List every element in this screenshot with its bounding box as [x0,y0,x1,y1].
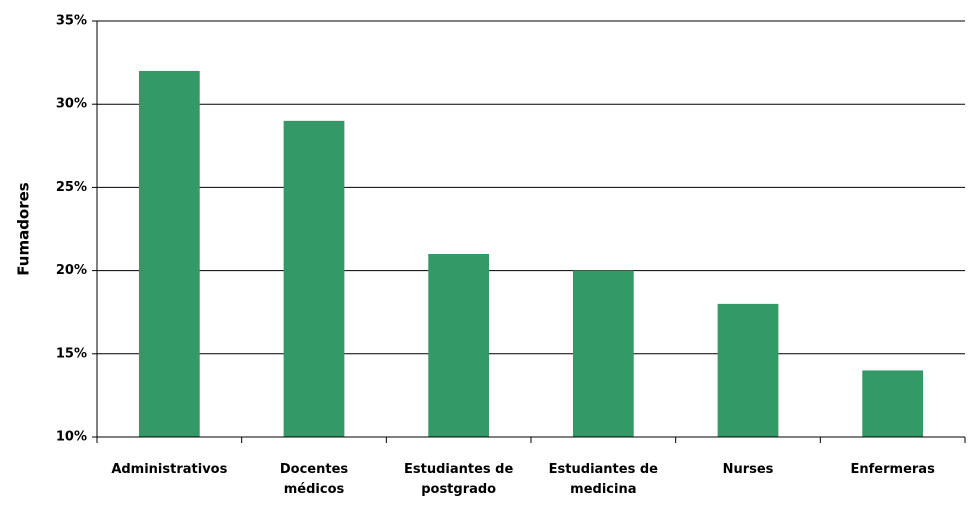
x-tick-label: Administrativos [111,462,227,477]
bar [717,303,779,437]
x-tick-label: Docentes médicos [280,462,349,497]
x-tick-label: Nurses [723,462,774,477]
y-tick-label: 30% [56,97,87,112]
bar [862,370,924,437]
x-tick-label: Estudiantes de postgrado [404,462,513,497]
x-tick-label: Enfermeras [851,462,936,477]
bar [138,70,200,438]
y-tick-label: 10% [56,430,87,445]
y-tick-label: 15% [56,346,87,361]
bar [428,253,490,437]
bar [283,120,345,437]
y-axis-label: Fumadores [15,182,33,276]
y-tick-label: 25% [56,180,87,195]
y-tick-label: 20% [56,263,87,278]
y-tick-label: 35% [56,14,87,29]
bar [572,270,634,437]
x-tick-label: Estudiantes de medicina [549,462,658,497]
